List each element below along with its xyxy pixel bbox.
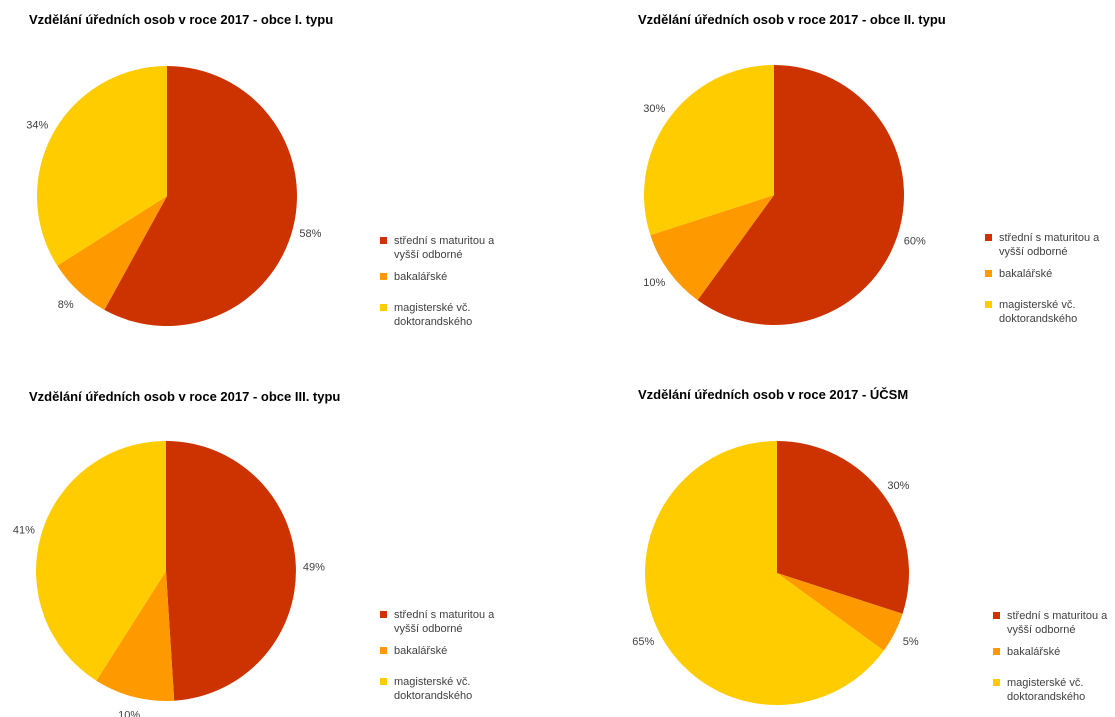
chart-legend: střední s maturitou a vyšší odborné baka… [380, 608, 494, 711]
pie-slice-magisterske [36, 441, 166, 681]
pie-slice-magisterske [643, 65, 774, 236]
legend-swatch [380, 304, 387, 311]
pie-slice-bakalarske [777, 573, 903, 651]
legend-item-bakalarske: bakalářské [993, 645, 1107, 659]
pie-slice-stredni [697, 65, 905, 326]
pie-slice-stredni [104, 66, 297, 326]
legend-label: magisterské vč. doktorandského [1007, 677, 1086, 703]
legend-item-stredni: střední s maturitou a vyšší odborné [380, 608, 494, 636]
chart-title: Vzdělání úředních osob v roce 2017 - ÚČS… [638, 387, 909, 402]
legend-item-bakalarske: bakalářské [380, 270, 494, 284]
pie-data-label: 5% [903, 636, 919, 648]
legend-swatch [993, 679, 1000, 686]
pie-chart: 60% 10% 30% [643, 65, 926, 326]
legend-item-stredni: střední s maturitou a vyšší odborné [380, 234, 494, 262]
legend-label: magisterské vč. doktorandského [394, 302, 473, 328]
legend-swatch [380, 273, 387, 280]
legend-label: střední s maturitou a vyšší odborné [999, 232, 1100, 258]
chart-title: Vzdělání úředních osob v roce 2017 - obc… [29, 12, 334, 27]
pie-data-label: 30% [887, 480, 909, 492]
legend-swatch [993, 648, 1000, 655]
pie-data-label: 41% [13, 525, 35, 537]
pie-data-label: 10% [118, 709, 140, 717]
pie-chart: 30% 5% 65% [632, 441, 919, 705]
legend-label: střední s maturitou a vyšší odborné [1007, 610, 1108, 636]
pie-data-label: 60% [904, 236, 926, 248]
pie-data-label: 34% [26, 120, 48, 132]
pie-slice-stredni [166, 441, 296, 701]
chart-legend: střední s maturitou a vyšší odborné baka… [993, 609, 1107, 712]
pie-data-label: 65% [632, 636, 654, 648]
legend-label: bakalářské [394, 271, 448, 283]
legend-item-magisterske: magisterské vč. doktorandského [985, 298, 1099, 326]
legend-label: střední s maturitou a vyšší odborné [394, 235, 495, 261]
pie-data-label: 58% [299, 228, 321, 240]
pie-chart: 58% 8% 34% [26, 66, 322, 326]
legend-item-magisterske: magisterské vč. doktorandského [380, 301, 494, 329]
legend-label: bakalářské [394, 645, 448, 657]
pie-data-label: 10% [643, 277, 665, 289]
legend-item-magisterske: magisterské vč. doktorandského [380, 675, 494, 703]
legend-swatch [380, 647, 387, 654]
chart-title: Vzdělání úředních osob v roce 2017 - obc… [638, 12, 946, 27]
pie-data-label: 30% [643, 103, 665, 115]
pie-data-label: 8% [58, 299, 74, 311]
pie-slice-magisterske [37, 66, 167, 266]
legend-item-stredni: střední s maturitou a vyšší odborné [985, 231, 1099, 259]
pie-chart: 49% 10% 41% [13, 441, 325, 717]
pie-slice-bakalarske [57, 196, 167, 310]
legend-swatch [380, 611, 387, 618]
legend-swatch [985, 234, 992, 241]
chart-legend: střední s maturitou a vyšší odborné baka… [985, 231, 1099, 334]
pie-slice-stredni [777, 441, 910, 614]
legend-swatch [985, 270, 992, 277]
legend-item-bakalarske: bakalářské [380, 644, 494, 658]
legend-swatch [993, 612, 1000, 619]
pie-slice-bakalarske [96, 571, 175, 701]
chart-title: Vzdělání úředních osob v roce 2017 - obc… [29, 389, 341, 404]
legend-swatch [380, 237, 387, 244]
legend-label: magisterské vč. doktorandského [394, 676, 473, 702]
legend-label: střední s maturitou a vyšší odborné [394, 609, 495, 635]
legend-swatch [985, 301, 992, 308]
legend-item-magisterske: magisterské vč. doktorandského [993, 676, 1107, 704]
legend-label: bakalářské [1007, 646, 1061, 658]
legend-swatch [380, 678, 387, 685]
chart-legend: střední s maturitou a vyšší odborné baka… [380, 234, 494, 337]
legend-item-stredni: střední s maturitou a vyšší odborné [993, 609, 1107, 637]
legend-label: magisterské vč. doktorandského [999, 299, 1078, 325]
pie-slice-magisterske [645, 441, 884, 705]
pie-slice-bakalarske [650, 195, 774, 301]
pie-data-label: 49% [303, 561, 325, 573]
legend-label: bakalářské [999, 268, 1053, 280]
legend-item-bakalarske: bakalářské [985, 267, 1099, 281]
